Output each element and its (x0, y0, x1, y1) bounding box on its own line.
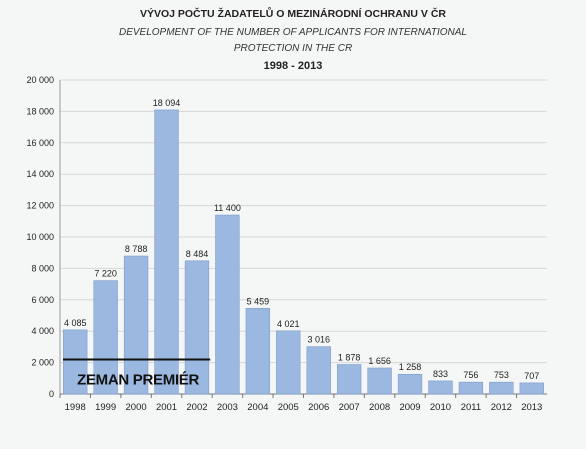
x-tick-label-2005: 2005 (278, 402, 299, 413)
bar-2012 (489, 381, 514, 395)
bar-2009 (397, 373, 423, 395)
data-label-2012: 753 (494, 370, 509, 380)
data-label-2003: 11 400 (214, 203, 241, 213)
data-label-2002: 8 484 (186, 249, 209, 259)
data-label-2006: 3 016 (307, 335, 330, 345)
x-tick-label-2013: 2013 (521, 402, 542, 413)
x-tick-label-2006: 2006 (308, 402, 329, 413)
data-label-2008: 1 656 (368, 356, 391, 366)
x-tick-label-1999: 1999 (95, 402, 116, 413)
bar-2003 (215, 214, 240, 395)
y-tick-label: 8 000 (31, 263, 54, 273)
x-tick-label-2001: 2001 (156, 402, 177, 413)
data-label-1999: 7 220 (94, 269, 117, 279)
x-tick-label-2010: 2010 (430, 402, 451, 413)
chart-period: 1998 - 2013 (264, 60, 323, 72)
data-label-2005: 4 021 (277, 319, 300, 329)
x-tick-label-2004: 2004 (247, 402, 268, 413)
chart-title: VÝVOJ POČTU ŽADATELŮ O MEZINÁRODNÍ OCHRA… (140, 6, 446, 20)
data-label-2000: 8 788 (125, 244, 148, 254)
x-tick-label-1998: 1998 (65, 402, 86, 413)
chart-subtitle-line-2: PROTECTION IN THE CR (234, 43, 352, 54)
y-tick-label: 6 000 (31, 295, 54, 305)
data-label-2007: 1 878 (338, 353, 361, 363)
data-label-1998: 4 085 (64, 318, 87, 328)
data-label-2009: 1 258 (399, 362, 422, 372)
y-tick-label: 0 (49, 389, 54, 399)
data-label-2013: 707 (524, 371, 539, 381)
x-tick-label-2007: 2007 (339, 402, 360, 413)
y-tick-label: 14 000 (26, 169, 54, 179)
chart-subtitle-line-1: DEVELOPMENT OF THE NUMBER OF APPLICANTS … (119, 27, 467, 38)
bar-2002 (184, 260, 210, 395)
data-label-2010: 833 (433, 369, 448, 379)
bar-2004 (245, 307, 271, 395)
annotation: ZEMAN PREMIÉR (63, 358, 211, 388)
x-tick-label-2012: 2012 (491, 402, 512, 413)
bar-2007 (336, 364, 362, 395)
bars (63, 109, 544, 395)
y-tick-label: 18 000 (26, 106, 54, 116)
data-label-2004: 5 459 (247, 296, 270, 306)
bar-2001 (154, 109, 179, 395)
y-tick-label: 2 000 (31, 358, 54, 368)
data-label-2001: 18 094 (153, 98, 181, 108)
bar-1998 (63, 329, 88, 395)
annotation-text: ZEMAN PREMIÉR (77, 371, 199, 388)
y-tick-label: 4 000 (31, 326, 54, 336)
y-tick-label: 10 000 (26, 232, 54, 242)
y-tick-label: 16 000 (26, 138, 54, 148)
y-tick-label: 20 000 (26, 75, 54, 85)
bar-2005 (276, 330, 301, 395)
y-tick-label: 12 000 (26, 201, 54, 211)
data-label-2011: 756 (463, 370, 478, 380)
bar-2008 (367, 367, 392, 395)
data-labels: 4 085 7 220 8 788 18 094 8 484 11 400 5 459 4 0… (64, 98, 539, 381)
x-tick-label-2009: 2009 (399, 402, 420, 413)
x-tick-label-2008: 2008 (369, 402, 390, 413)
x-axis: 1998 1999 2000 2001 2002 2003 2004 2005 2006 2007… (59, 394, 542, 413)
bar-2013 (519, 382, 544, 395)
bar-2011 (458, 381, 484, 395)
x-tick-label-2011: 2011 (461, 402, 481, 413)
x-tick-label-2003: 2003 (217, 402, 238, 413)
bar-1999 (93, 280, 118, 395)
bar-2010 (428, 380, 453, 395)
x-tick-label-2000: 2000 (126, 402, 147, 413)
x-tick-label-2002: 2002 (186, 402, 207, 413)
bar-2006 (306, 346, 331, 395)
